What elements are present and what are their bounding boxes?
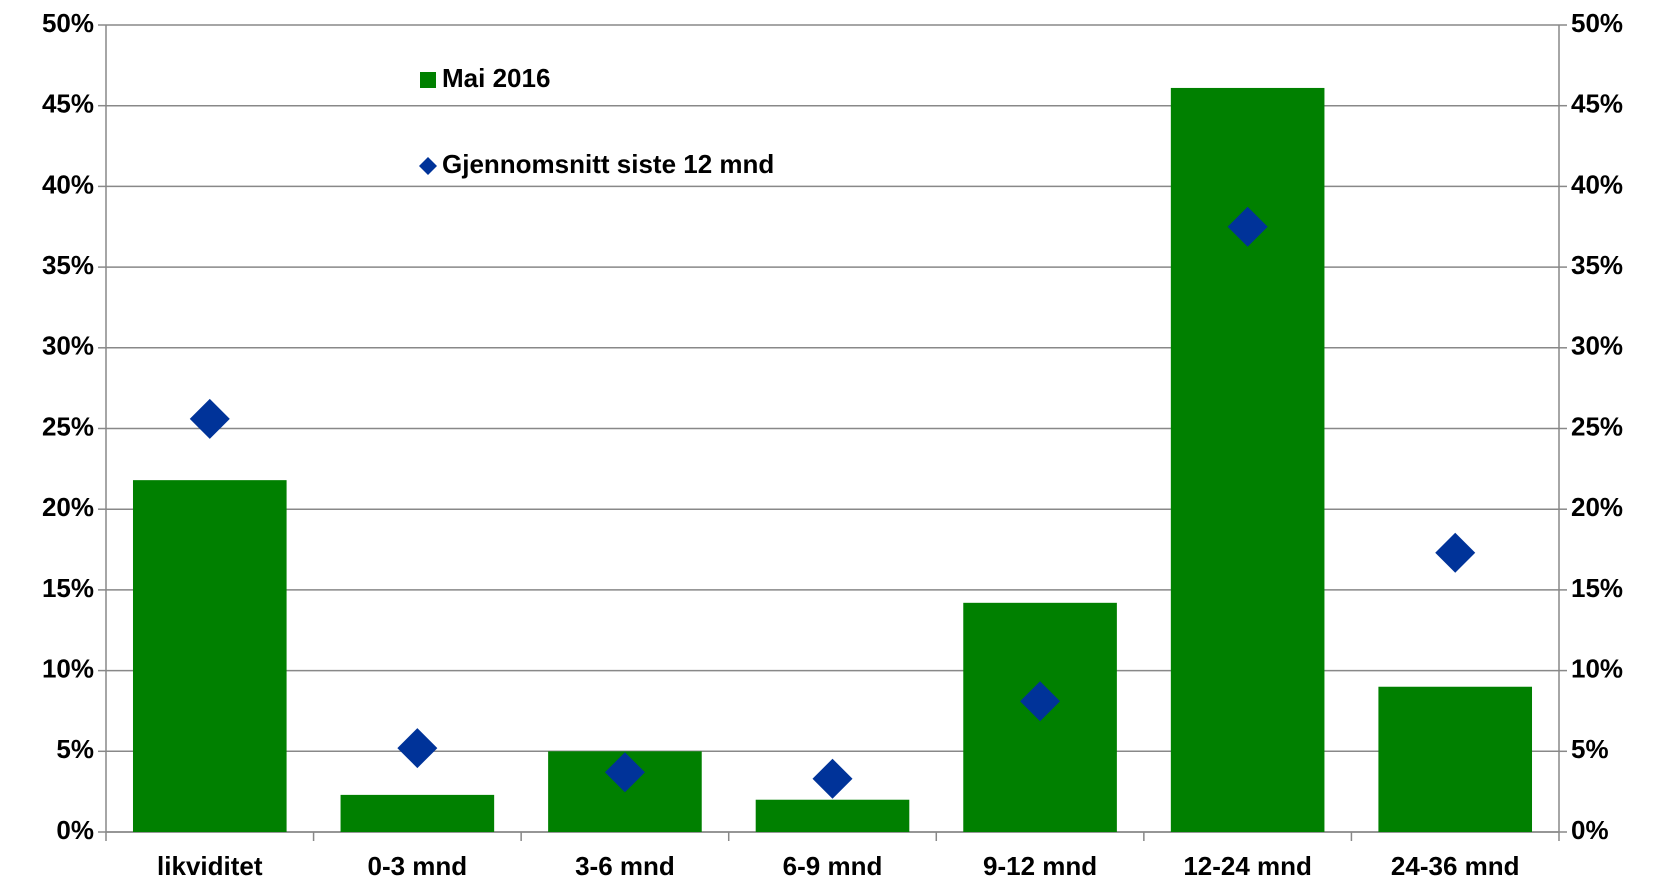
y-tick-label: 5% — [56, 734, 94, 764]
bar — [1378, 686, 1533, 832]
y-tick-label: 30% — [42, 331, 94, 361]
x-tick-label: 24-36 mnd — [1391, 851, 1520, 881]
x-tick-label: 12-24 mnd — [1183, 851, 1312, 881]
diamond-marker — [189, 398, 230, 439]
y-tick-label: 0% — [56, 815, 94, 845]
x-tick-label: 0-3 mnd — [368, 851, 468, 881]
y2-tick-label: 35% — [1571, 250, 1623, 280]
y2-tick-label: 50% — [1571, 8, 1623, 38]
y2-tick-label: 25% — [1571, 411, 1623, 441]
y-tick-label: 35% — [42, 250, 94, 280]
y-tick-label: 50% — [42, 8, 94, 38]
x-tick-label: 9-12 mnd — [983, 851, 1097, 881]
y2-tick-label: 5% — [1571, 734, 1609, 764]
legend-swatch — [420, 72, 436, 88]
x-tick-label: 6-9 mnd — [783, 851, 883, 881]
y2-tick-label: 40% — [1571, 169, 1623, 199]
diamond-marker — [604, 752, 645, 793]
bar — [340, 794, 495, 832]
y2-tick-label: 0% — [1571, 815, 1609, 845]
legend-label: Mai 2016 — [442, 63, 550, 93]
y-tick-label: 40% — [42, 169, 94, 199]
y-tick-label: 25% — [42, 411, 94, 441]
bar — [1170, 87, 1325, 833]
y2-tick-label: 45% — [1571, 89, 1623, 119]
bar — [755, 799, 910, 832]
y-tick-label: 20% — [42, 492, 94, 522]
diamond-marker — [1227, 206, 1268, 247]
y2-tick-label: 10% — [1571, 653, 1623, 683]
bar — [132, 480, 287, 832]
y-tick-label: 45% — [42, 89, 94, 119]
diamond-marker — [1435, 532, 1476, 573]
y2-tick-label: 20% — [1571, 492, 1623, 522]
y-tick-label: 15% — [42, 573, 94, 603]
diamond-marker — [1020, 681, 1061, 722]
diamond-marker — [397, 728, 438, 769]
y-tick-label: 10% — [42, 653, 94, 683]
x-tick-label: likviditet — [157, 851, 263, 881]
y2-tick-label: 15% — [1571, 573, 1623, 603]
x-tick-label: 3-6 mnd — [575, 851, 675, 881]
legend-label: Gjennomsnitt siste 12 mnd — [442, 149, 774, 179]
legend-swatch — [419, 157, 437, 175]
diamond-marker — [812, 758, 853, 799]
y2-tick-label: 30% — [1571, 331, 1623, 361]
